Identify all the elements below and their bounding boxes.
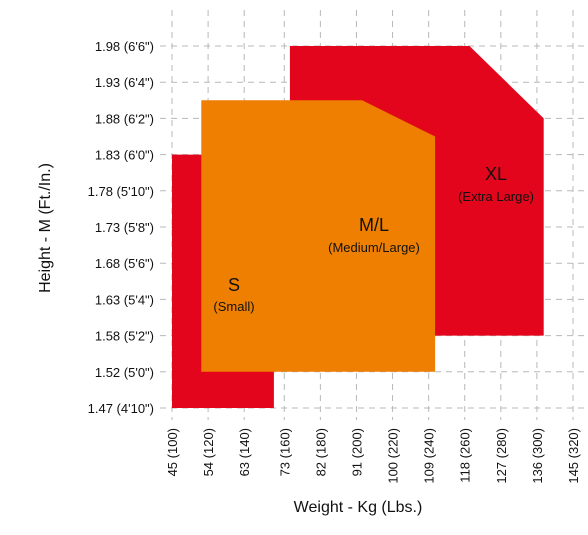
x-tick-label-9: 127 (280) bbox=[494, 428, 509, 484]
x-tick-label-5: 91 (200) bbox=[350, 428, 365, 476]
x-tick-label-1: 54 (120) bbox=[201, 428, 216, 476]
x-tick-label-6: 100 (220) bbox=[386, 428, 401, 484]
zone-label-xl: XL bbox=[485, 164, 507, 184]
y-tick-label-0: 1.47 (4'10") bbox=[88, 401, 154, 416]
x-tick-label-10: 136 (300) bbox=[530, 428, 545, 484]
y-tick-label-6: 1.78 (5'10") bbox=[88, 184, 154, 199]
y-axis-title: Height - M (Ft./In.) bbox=[37, 163, 54, 293]
zone-m-l bbox=[201, 100, 435, 372]
zone-label-m-l: M/L bbox=[359, 215, 389, 235]
x-tick-label-2: 63 (140) bbox=[237, 428, 252, 476]
x-tick-label-8: 118 (260) bbox=[458, 428, 473, 483]
zone-sublabel-m-l: (Medium/Large) bbox=[328, 240, 420, 255]
y-tick-label-2: 1.58 (5'2") bbox=[95, 329, 154, 344]
y-tick-labels: 1.47 (4'10") 1.52 (5'0") 1.58 (5'2") 1.63 (… bbox=[88, 39, 154, 416]
x-tick-label-7: 109 (240) bbox=[422, 428, 437, 484]
zone-label-s: S bbox=[228, 275, 240, 295]
y-tick-label-9: 1.93 (6'4") bbox=[95, 75, 154, 90]
y-tick-label-10: 1.98 (6'6") bbox=[95, 39, 154, 54]
y-tick-label-5: 1.73 (5'8") bbox=[95, 220, 154, 235]
zone-sublabel-s: (Small) bbox=[213, 299, 254, 314]
zone-sublabel-xl: (Extra Large) bbox=[458, 189, 534, 204]
y-tick-label-3: 1.63 (5'4") bbox=[95, 292, 154, 307]
x-tick-label-11: 145 (320) bbox=[566, 428, 581, 484]
x-tick-label-3: 73 (160) bbox=[277, 428, 292, 476]
y-tick-label-1: 1.52 (5'0") bbox=[95, 365, 154, 380]
y-tick-label-4: 1.68 (5'6") bbox=[95, 256, 154, 271]
x-tick-label-4: 82 (180) bbox=[313, 428, 328, 476]
x-axis-title: Weight - Kg (Lbs.) bbox=[294, 499, 423, 516]
y-tick-label-8: 1.88 (6'2") bbox=[95, 111, 154, 126]
x-tick-labels: 45 (100) 54 (120) 63 (140) 73 (160) 82 (180)… bbox=[165, 428, 581, 484]
x-tick-label-0: 45 (100) bbox=[165, 428, 180, 476]
y-tick-label-7: 1.83 (6'0") bbox=[95, 148, 154, 163]
size-zones bbox=[172, 46, 544, 408]
